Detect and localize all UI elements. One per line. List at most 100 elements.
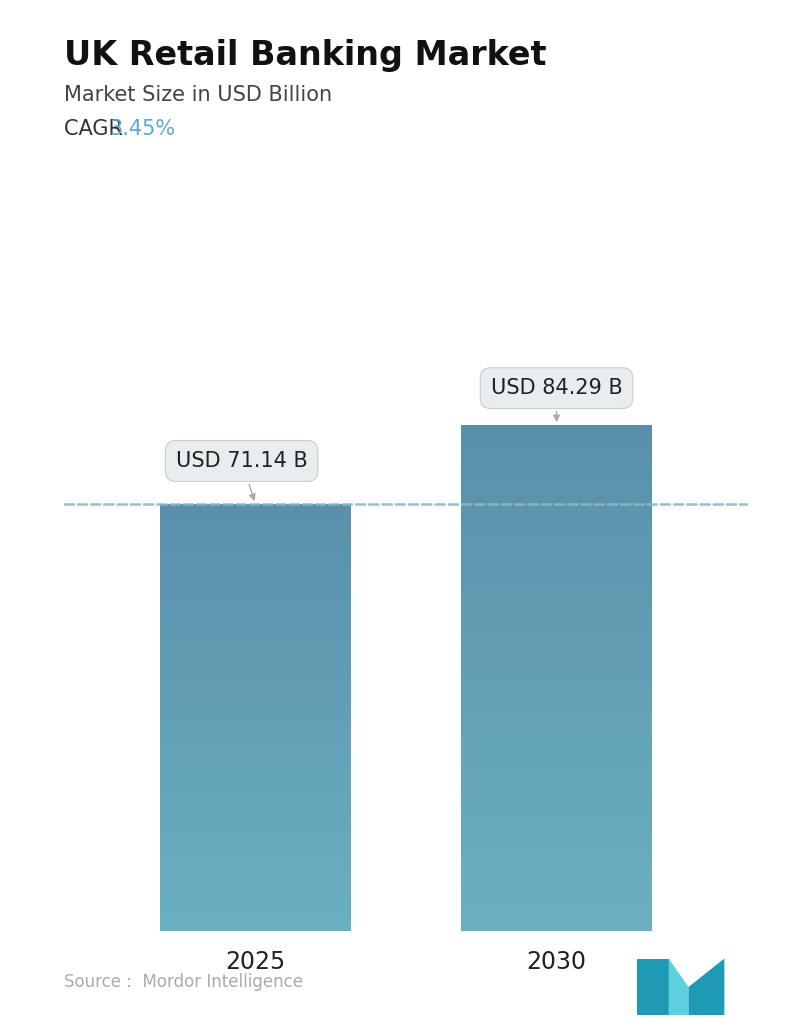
- Bar: [461, 468, 653, 470]
- Bar: [159, 649, 351, 650]
- Bar: [461, 537, 653, 538]
- Bar: [461, 855, 653, 856]
- Bar: [461, 634, 653, 636]
- Bar: [461, 696, 653, 698]
- Bar: [159, 797, 351, 798]
- Bar: [159, 639, 351, 640]
- Bar: [159, 631, 351, 632]
- Bar: [159, 617, 351, 619]
- Bar: [159, 548, 351, 549]
- Bar: [461, 885, 653, 887]
- Bar: [159, 787, 351, 788]
- Bar: [461, 792, 653, 794]
- Bar: [159, 901, 351, 902]
- Bar: [461, 870, 653, 872]
- Bar: [159, 704, 351, 706]
- Bar: [159, 710, 351, 711]
- Bar: [159, 748, 351, 749]
- Bar: [159, 909, 351, 911]
- Bar: [159, 692, 351, 693]
- Bar: [461, 590, 653, 591]
- Bar: [159, 875, 351, 877]
- Bar: [461, 887, 653, 888]
- Bar: [159, 821, 351, 822]
- Bar: [159, 829, 351, 831]
- Bar: [159, 783, 351, 784]
- Bar: [159, 619, 351, 620]
- Text: Market Size in USD Billion: Market Size in USD Billion: [64, 85, 332, 104]
- Bar: [159, 545, 351, 547]
- Bar: [159, 856, 351, 858]
- Bar: [159, 514, 351, 515]
- Bar: [461, 783, 653, 784]
- Bar: [159, 628, 351, 629]
- Bar: [159, 862, 351, 863]
- Bar: [159, 536, 351, 537]
- Bar: [159, 693, 351, 695]
- Bar: [461, 597, 653, 599]
- Bar: [159, 771, 351, 772]
- Bar: [461, 580, 653, 582]
- Bar: [461, 465, 653, 467]
- Bar: [159, 576, 351, 578]
- Bar: [461, 757, 653, 759]
- Bar: [461, 762, 653, 764]
- Text: USD 84.29 B: USD 84.29 B: [490, 378, 622, 421]
- Bar: [461, 915, 653, 917]
- Bar: [461, 692, 653, 693]
- Bar: [461, 708, 653, 710]
- Bar: [461, 575, 653, 577]
- Bar: [461, 901, 653, 902]
- Bar: [159, 845, 351, 847]
- Bar: [461, 569, 653, 570]
- Bar: [159, 782, 351, 783]
- Bar: [461, 516, 653, 518]
- Bar: [461, 796, 653, 797]
- Bar: [461, 910, 653, 912]
- Bar: [159, 511, 351, 513]
- Bar: [461, 474, 653, 476]
- Bar: [159, 820, 351, 821]
- Bar: [159, 855, 351, 856]
- Bar: [159, 918, 351, 919]
- Bar: [159, 871, 351, 873]
- Bar: [461, 864, 653, 866]
- Bar: [159, 896, 351, 898]
- Bar: [159, 824, 351, 825]
- Bar: [461, 646, 653, 647]
- Bar: [159, 702, 351, 703]
- Bar: [159, 886, 351, 888]
- Bar: [159, 621, 351, 624]
- Bar: [461, 548, 653, 550]
- Bar: [159, 604, 351, 605]
- Bar: [461, 462, 653, 464]
- Bar: [461, 920, 653, 922]
- Bar: [461, 492, 653, 494]
- Bar: [159, 650, 351, 651]
- Bar: [461, 457, 653, 459]
- Bar: [159, 647, 351, 649]
- Bar: [461, 818, 653, 819]
- Bar: [461, 655, 653, 656]
- Bar: [159, 716, 351, 718]
- Bar: [461, 853, 653, 855]
- Bar: [159, 542, 351, 544]
- Bar: [159, 575, 351, 577]
- Bar: [159, 599, 351, 601]
- Bar: [159, 667, 351, 669]
- Bar: [461, 555, 653, 556]
- Bar: [461, 567, 653, 569]
- Bar: [159, 688, 351, 689]
- Bar: [461, 808, 653, 810]
- Bar: [159, 731, 351, 733]
- Bar: [159, 574, 351, 575]
- Bar: [159, 888, 351, 889]
- Bar: [461, 700, 653, 701]
- Bar: [461, 442, 653, 444]
- Bar: [159, 638, 351, 639]
- Bar: [461, 673, 653, 674]
- Bar: [159, 723, 351, 725]
- Bar: [461, 846, 653, 848]
- Bar: [159, 610, 351, 612]
- Bar: [461, 899, 653, 901]
